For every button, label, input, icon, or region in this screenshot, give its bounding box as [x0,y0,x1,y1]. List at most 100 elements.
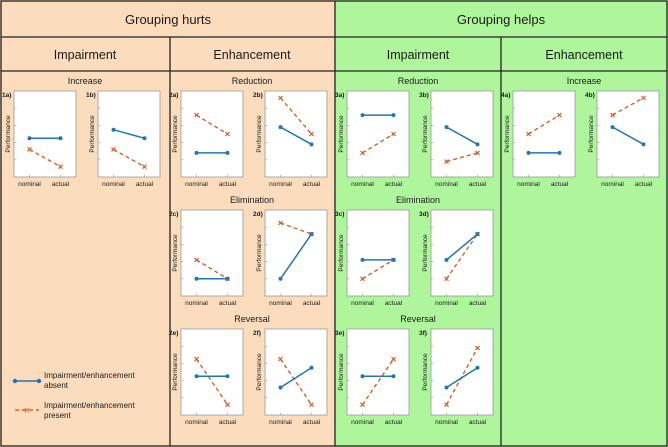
subheader-helps-impairment: Impairment [387,48,450,62]
y-axis-label-2b: Performance [256,115,263,153]
panel-id-4a: 4a) [501,92,510,99]
series-present-line-3b [446,152,478,163]
x-tick-label-actual-4b: actual [635,181,653,188]
panel-3c: 3c) Performance nominal actual [335,209,410,307]
panel-1a: 1a) Performance nominal actual [2,90,77,188]
y-axis-label-1b: Performance [89,115,96,153]
series-present-point-2b [309,131,314,137]
series-absent-point-3a [391,113,396,118]
series-absent-line-2f [280,367,312,389]
x-tick-label-actual-3c: actual [385,300,403,307]
plot-area-2f [264,328,328,416]
series-present-point-4a [557,112,562,118]
legend-present-label-line2: present [44,411,71,420]
plot-area-4a [512,90,576,178]
subheader-helps-enhancement: Enhancement [545,48,623,62]
series-absent-point-2e [194,374,199,379]
panel-1b: 1b) Performance nominal actual [86,90,161,188]
panel-id-3a: 3a) [335,92,344,99]
series-present-point-1a [27,147,32,152]
x-tick-label-actual-3e: actual [385,419,403,426]
series-absent-line-2b [280,126,312,145]
x-tick-label-nominal-4a: nominal [517,181,540,188]
plot-area-2e [180,328,244,416]
series-present-line-3e [361,358,395,406]
series-absent-point-2c [225,276,230,281]
header-grouping-hurts: Grouping hurts [125,12,211,27]
x-tick-label-nominal-3f: nominal [435,419,458,426]
panel-id-2c: 2c) [169,211,178,218]
series-present-point-1b [142,164,147,170]
plot-area-3b [430,90,494,178]
series-absent-point-2f [309,365,314,370]
series-absent-line-4b [612,126,644,145]
y-axis-label-2e: Performance [172,353,179,391]
plot-area-2a [180,90,244,178]
series-present-point-2a [194,112,199,118]
y-axis-label-3f: Performance [422,353,429,391]
y-axis-label-4b: Performance [588,115,595,153]
x-tick-label-nominal-2b: nominal [269,181,292,188]
series-absent-point-3f [444,385,449,390]
x-tick-label-nominal-3a: nominal [351,181,374,188]
plot-area-3c [346,209,410,297]
legend-absent-marker-end [36,378,42,384]
series-absent-point-1a [58,136,63,141]
panel-id-2d: 2d) [253,211,263,218]
x-tick-label-actual-2b: actual [303,181,321,188]
caption-helps-enhancement-increase: Increase [567,76,602,86]
series-present-point-1a [58,164,63,170]
series-present-line-2e [195,358,229,406]
x-tick-label-nominal-1a: nominal [18,181,41,188]
series-absent-line-2d [279,233,313,280]
legend-absent-label-line1: Impairment/enhancement [44,371,135,380]
panel-id-4b: 4b) [585,92,595,99]
panel-id-2b: 2b) [253,92,263,99]
series-absent-point-2c [194,276,199,281]
series-absent-point-3d [444,257,449,262]
series-present-point-3c [360,276,365,282]
series-absent-point-2d [309,232,314,237]
plot-area-2d [264,209,328,297]
x-tick-label-actual-3b: actual [469,181,487,188]
series-present-line-4a [528,114,560,135]
panel-3e: 3e) Performance nominal actual [335,328,410,426]
series-present-line-2b [279,97,313,135]
subheader-hurts-impairment: Impairment [54,48,117,62]
panel-2d: 2d) Performance nominal actual [253,209,328,307]
y-axis-label-3a: Performance [338,115,345,153]
panel-id-2f: 2f) [253,330,261,337]
series-present-point-3e [360,402,365,408]
caption-helps-impairment-reversal: Reversal [400,314,436,324]
panel-id-1b: 1b) [86,92,96,99]
plot-area-2b [264,90,328,178]
panel-id-1a: 1a) [2,92,11,99]
x-tick-label-nominal-2a: nominal [185,181,208,188]
x-tick-label-nominal-1b: nominal [102,181,125,188]
series-present-point-4a [526,131,531,137]
panel-id-3e: 3e) [335,330,344,337]
x-tick-label-actual-3f: actual [469,419,487,426]
series-present-line-3f [445,347,479,406]
series-absent-point-2d [278,276,283,281]
series-present-point-2d [278,220,283,226]
caption-hurts-enhancement-reversal: Reversal [234,314,270,324]
panel-2b: 2b) Performance nominal actual [253,90,328,188]
series-absent-point-3a [360,113,365,118]
panel-2c: 2c) Performance nominal actual [169,209,244,307]
series-absent-point-2a [225,150,230,155]
series-present-line-3d [445,233,479,280]
x-tick-label-actual-4a: actual [551,181,569,188]
x-tick-label-actual-1b: actual [136,181,154,188]
series-absent-point-1b [142,136,147,141]
series-absent-point-3c [360,257,365,262]
plot-area-2c [180,209,244,297]
series-present-point-4b [610,112,615,118]
caption-hurts-enhancement-elimination: Elimination [230,195,274,205]
panel-id-3b: 3b) [419,92,429,99]
series-absent-point-2f [278,385,283,390]
series-present-point-2e [225,402,230,408]
series-absent-point-3d [475,232,480,237]
legend: Impairment/enhancement absent × Impairme… [12,371,135,420]
